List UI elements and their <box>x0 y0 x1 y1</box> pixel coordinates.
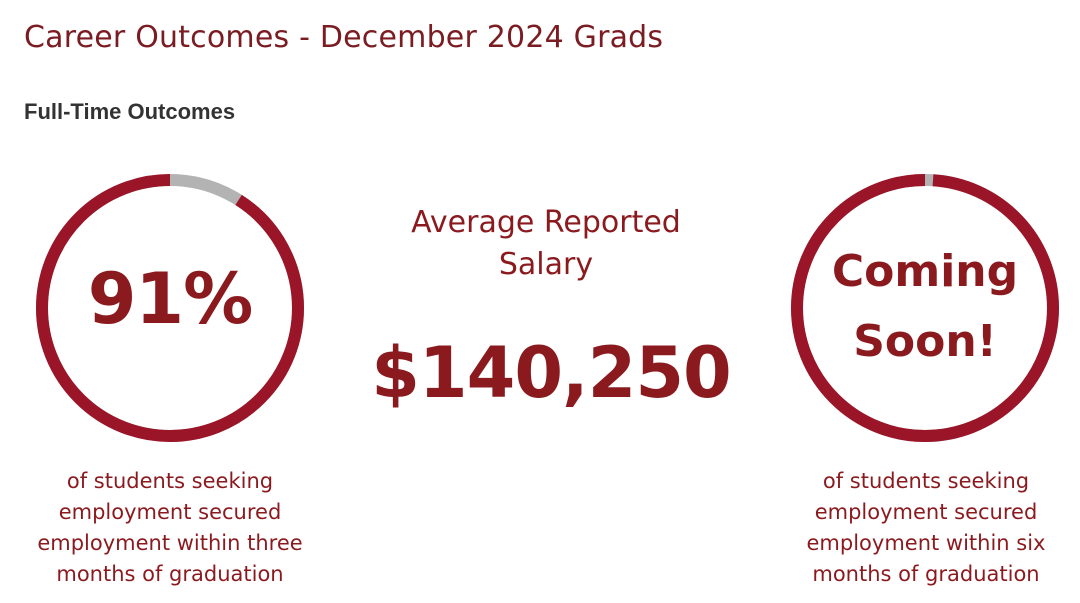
ring-progress <box>791 174 1059 442</box>
caption-line: employment within six <box>806 531 1046 555</box>
six-month-status-line: Soon! <box>853 316 997 367</box>
caption-line: of students seeking <box>66 469 274 493</box>
six-month-caption: of students seeking employment secured e… <box>776 466 1076 590</box>
salary-label-line: Salary <box>498 247 594 282</box>
page-title: Career Outcomes - December 2024 Grads <box>24 20 664 55</box>
caption-line: employment secured <box>58 500 282 524</box>
six-month-status-line: Coming <box>831 246 1019 297</box>
three-month-caption: of students seeking employment secured e… <box>20 466 320 590</box>
outcome-six-months-ring: Coming Soon! <box>787 170 1063 446</box>
ring-progress <box>36 174 304 442</box>
caption-line: of students seeking <box>822 469 1030 493</box>
salary-label: Average Reported Salary <box>376 202 716 286</box>
caption-line: employment within three <box>37 531 303 555</box>
progress-ring-graphic <box>791 174 1059 442</box>
caption-line: employment secured <box>814 500 1038 524</box>
section-title: Full-Time Outcomes <box>24 99 236 124</box>
caption-line: months of graduation <box>812 562 1040 586</box>
outcome-three-months-ring: 91% <box>32 170 308 446</box>
progress-ring-graphic <box>36 174 304 442</box>
salary-value: $140,250 <box>371 332 732 414</box>
salary-label-line: Average Reported <box>411 205 681 240</box>
caption-line: months of graduation <box>56 562 284 586</box>
three-month-percentage: 91% <box>87 258 254 340</box>
